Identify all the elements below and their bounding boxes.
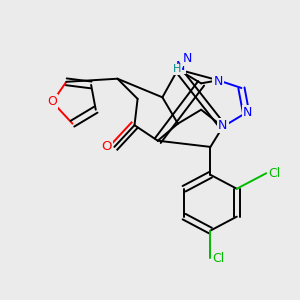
Text: O: O — [47, 95, 57, 109]
Text: N: N — [218, 119, 227, 132]
Text: H: H — [173, 64, 182, 74]
Text: N: N — [243, 106, 252, 119]
Text: Cl: Cl — [212, 252, 224, 265]
Text: O: O — [101, 140, 112, 153]
Text: Cl: Cl — [268, 167, 280, 180]
Text: N: N — [176, 60, 185, 73]
Text: N: N — [182, 52, 192, 65]
Text: N: N — [214, 75, 223, 88]
